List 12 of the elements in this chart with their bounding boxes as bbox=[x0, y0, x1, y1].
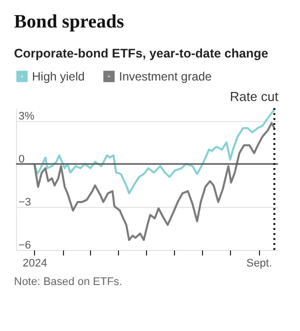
legend-label: Investment grade bbox=[119, 69, 212, 84]
chart-title: Bond spreads bbox=[14, 12, 124, 32]
legend-label: High yield bbox=[32, 69, 85, 84]
y-tick-label: 0 bbox=[18, 153, 25, 166]
x-tick-label: 2024 bbox=[22, 258, 48, 270]
y-tick-label: −6 bbox=[18, 240, 32, 252]
chart-subtitle: Corporate-bond ETFs, year-to-date change bbox=[14, 46, 268, 60]
x-tick-label: Sept. bbox=[246, 258, 272, 270]
y-tick-label: −3 bbox=[18, 196, 32, 208]
ref-line-label: Rate cut bbox=[230, 89, 279, 104]
text: Note: Based on ETFs. bbox=[14, 276, 122, 288]
y-tick-label: 3% bbox=[18, 110, 35, 122]
